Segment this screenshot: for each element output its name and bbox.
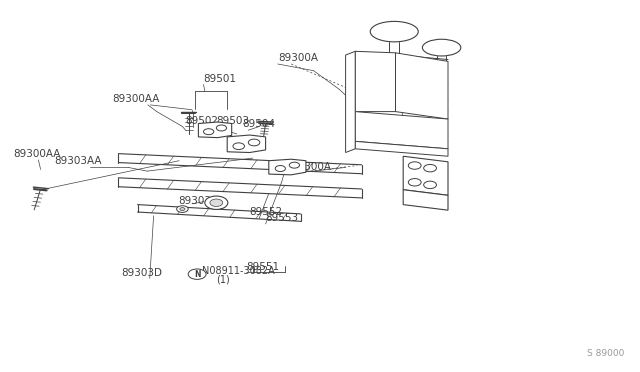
Circle shape — [408, 179, 421, 186]
Text: N08911-3082A: N08911-3082A — [202, 266, 275, 276]
Text: (1): (1) — [216, 275, 230, 285]
Polygon shape — [355, 51, 396, 112]
Circle shape — [275, 166, 285, 171]
Text: 89300A: 89300A — [278, 53, 319, 63]
Polygon shape — [198, 122, 232, 138]
Text: 89501: 89501 — [204, 74, 237, 84]
Polygon shape — [269, 159, 306, 175]
Polygon shape — [403, 190, 448, 210]
Ellipse shape — [422, 39, 461, 56]
Text: 89552: 89552 — [250, 207, 283, 217]
Text: 89303D: 89303D — [122, 267, 163, 278]
Circle shape — [210, 199, 223, 206]
Text: 89303AA: 89303AA — [54, 156, 102, 166]
Circle shape — [289, 162, 300, 168]
Circle shape — [248, 139, 260, 146]
Polygon shape — [355, 141, 448, 156]
Polygon shape — [403, 156, 448, 195]
Circle shape — [424, 164, 436, 172]
Text: 89300A: 89300A — [291, 162, 332, 172]
Polygon shape — [346, 51, 355, 153]
Polygon shape — [396, 53, 448, 119]
Ellipse shape — [370, 21, 419, 42]
Circle shape — [180, 208, 185, 211]
Circle shape — [424, 181, 436, 189]
Circle shape — [408, 162, 421, 169]
Circle shape — [216, 125, 227, 131]
Circle shape — [188, 269, 206, 279]
Text: 89504: 89504 — [242, 119, 275, 129]
Circle shape — [204, 129, 214, 135]
Text: 89551: 89551 — [246, 262, 280, 272]
Polygon shape — [355, 112, 448, 149]
Text: 89303E: 89303E — [178, 196, 218, 206]
Circle shape — [177, 206, 188, 212]
Text: 89502: 89502 — [186, 116, 219, 126]
Polygon shape — [227, 135, 266, 153]
Text: N: N — [194, 270, 200, 279]
Text: S 89000: S 89000 — [587, 349, 624, 358]
Circle shape — [205, 196, 228, 209]
Text: 89553: 89553 — [266, 213, 299, 223]
Text: 89300AA: 89300AA — [13, 149, 60, 159]
Text: 89503: 89503 — [216, 116, 250, 126]
Circle shape — [233, 143, 244, 150]
Text: 89300AA: 89300AA — [112, 94, 159, 104]
